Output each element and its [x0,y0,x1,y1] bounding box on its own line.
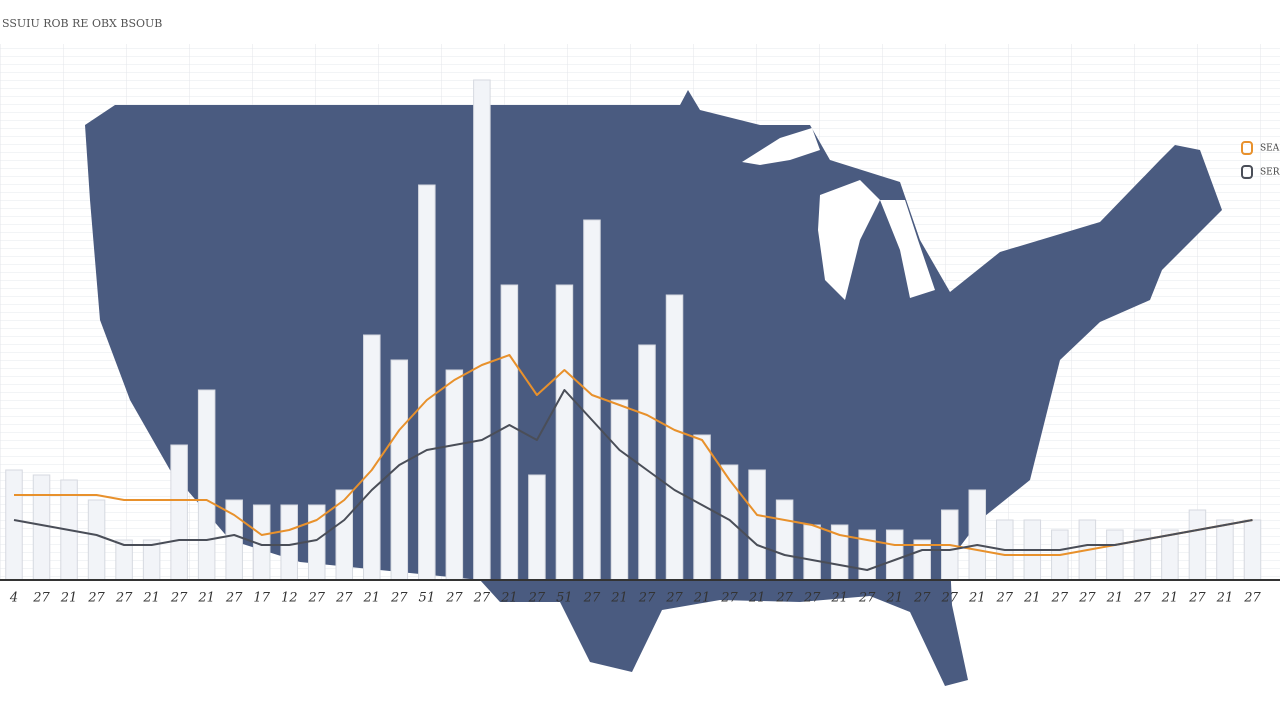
x-tick-label: 21 [363,591,381,606]
x-tick-label: 21 [885,591,903,606]
x-tick-label: 27 [528,591,546,606]
x-tick-label: 27 [775,591,793,606]
bar [748,469,766,581]
bar [5,469,23,581]
bar [885,529,904,581]
x-tick-label: 27 [32,591,50,606]
x-tick-label: 27 [1051,591,1069,606]
legend-swatch [1241,141,1253,155]
bar [1133,529,1152,581]
bar [500,284,519,581]
bar [555,284,574,581]
bar [87,499,106,581]
x-tick-label: 27 [170,591,188,606]
x-tick-label: 27 [996,591,1014,606]
bar [1161,529,1179,581]
x-tick-label: 27 [1133,591,1151,606]
x-tick-label: 27 [803,591,821,606]
bar [1216,519,1234,581]
bar [528,474,546,581]
x-tick-label: 21 [60,591,78,606]
x-tick-label: 21 [610,591,628,606]
bar [1106,529,1124,581]
x-tick-label: 21 [1023,591,1041,606]
bar [858,529,876,581]
x-tick-label: 27 [720,591,738,606]
x-tick-label: 27 [1078,591,1096,606]
bar [610,399,629,581]
x-tick-label: 27 [583,591,601,606]
bar [363,334,381,581]
bar [445,369,464,581]
bar [1243,519,1262,581]
bar [803,524,821,581]
x-tick-label: 27 [87,591,105,606]
bar [1188,509,1207,581]
series-line [14,354,1253,556]
bar [32,474,51,581]
x-tick-label: 27 [445,591,463,606]
x-tick-label: 21 [500,591,518,606]
bar [665,294,684,581]
x-tick-label: 27 [115,591,133,606]
x-tick-label: 21 [748,591,766,606]
bar [968,489,987,581]
x-tick-label: 27 [225,591,243,606]
bar [418,184,436,581]
x-tick-label: 21 [1161,591,1179,606]
legend-label: SERS [1260,168,1280,178]
x-tick-label: 17 [253,591,270,606]
x-tick-label: 21 [197,591,215,606]
x-tick-label: 51 [556,591,573,606]
x-tick-label: 27 [335,591,353,606]
x-tick-label: 27 [913,591,931,606]
x-tick-label: 27 [638,591,656,606]
x-tick-label: 21 [968,591,986,606]
bar [280,504,298,581]
x-tick-label: 21 [1216,591,1234,606]
x-tick-label: 27 [1188,591,1206,606]
x-tick-label: 21 [1106,591,1124,606]
x-tick-label: 27 [1243,591,1261,606]
bar [720,464,739,581]
x-tick-label: 21 [830,591,848,606]
bar [638,344,656,581]
bar [197,389,216,581]
x-tick-label: 27 [940,591,958,606]
x-tick-label: 12 [281,591,298,606]
chart-title: SSUIU ROB RE OBX BSOUB [2,17,162,30]
x-tick-label: 51 [419,591,436,606]
bar [583,219,601,581]
x-tick-label: 27 [665,591,683,606]
x-tick-label: 4 [9,591,18,606]
x-tick-label: 27 [390,591,408,606]
bar [775,499,794,581]
legend-swatch [1241,165,1253,179]
plot [5,79,1262,581]
x-tick-label: 27 [307,591,325,606]
bar [170,444,188,581]
series-line [13,389,1253,571]
great-lakes [742,128,935,300]
x-tick-label: 21 [142,591,160,606]
x-tick-label: 27 [858,591,876,606]
x-tick-label: 27 [473,591,491,606]
bar [473,79,491,581]
x-tick-label: 21 [693,591,711,606]
